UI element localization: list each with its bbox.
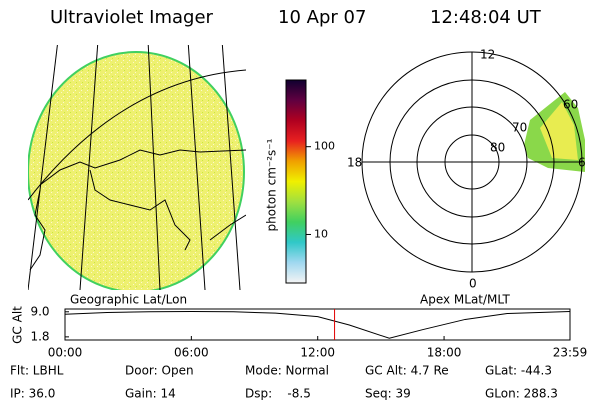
polar-label: Apex MLat/MLT [420,293,510,307]
x-tick-label: 18:00 [427,346,462,360]
info-field: GLat: -44.3 [485,364,552,378]
info-field: Gain: 14 [125,387,176,400]
altitude-line [64,310,571,339]
x-tick-label: 00:00 [48,346,83,360]
lat-label: 60 [563,98,578,112]
info-field: Door: Open [125,364,194,378]
polar-plot [361,51,585,273]
y-axis-label: GC Alt [11,306,25,344]
info-field: IP: 36.0 [10,387,55,400]
info-field: Seq: 39 [365,387,411,400]
x-tick-label: 23:59 [553,346,588,360]
image-label: Geographic Lat/Lon [70,293,187,307]
colorbar-label: photon cm⁻²s⁻¹ [265,138,279,231]
info-field: GLon: 288.3 [485,387,558,400]
mlt-label: 0 [469,277,477,291]
lat-label: 70 [512,121,527,135]
info-field: GC Alt: 4.7 Re [365,364,449,378]
mlt-label: 6 [578,156,586,170]
mlt-label: 18 [347,156,362,170]
colorbar-tick-label: 100 [314,140,335,153]
altitude-plot-frame [64,308,571,341]
lat-label: 80 [490,141,505,155]
time: 12:48:04 UT [430,7,542,28]
x-tick-label: 06:00 [174,346,209,360]
colorbar-tick-label: 10 [314,227,328,240]
info-field: Flt: LBHL [10,364,64,378]
date: 10 Apr 07 [278,7,366,28]
x-tick-label: 12:00 [300,346,335,360]
uv-image [28,45,246,290]
y-tick-label: 9.0 [30,304,49,318]
colorbar [285,79,307,284]
mlt-label: 12 [480,48,495,62]
title: Ultraviolet Imager [50,7,214,28]
info-field: Mode: Normal [245,364,329,378]
y-tick-label: 1.8 [30,329,49,343]
info-field: Dsp: -8.5 [245,387,311,400]
